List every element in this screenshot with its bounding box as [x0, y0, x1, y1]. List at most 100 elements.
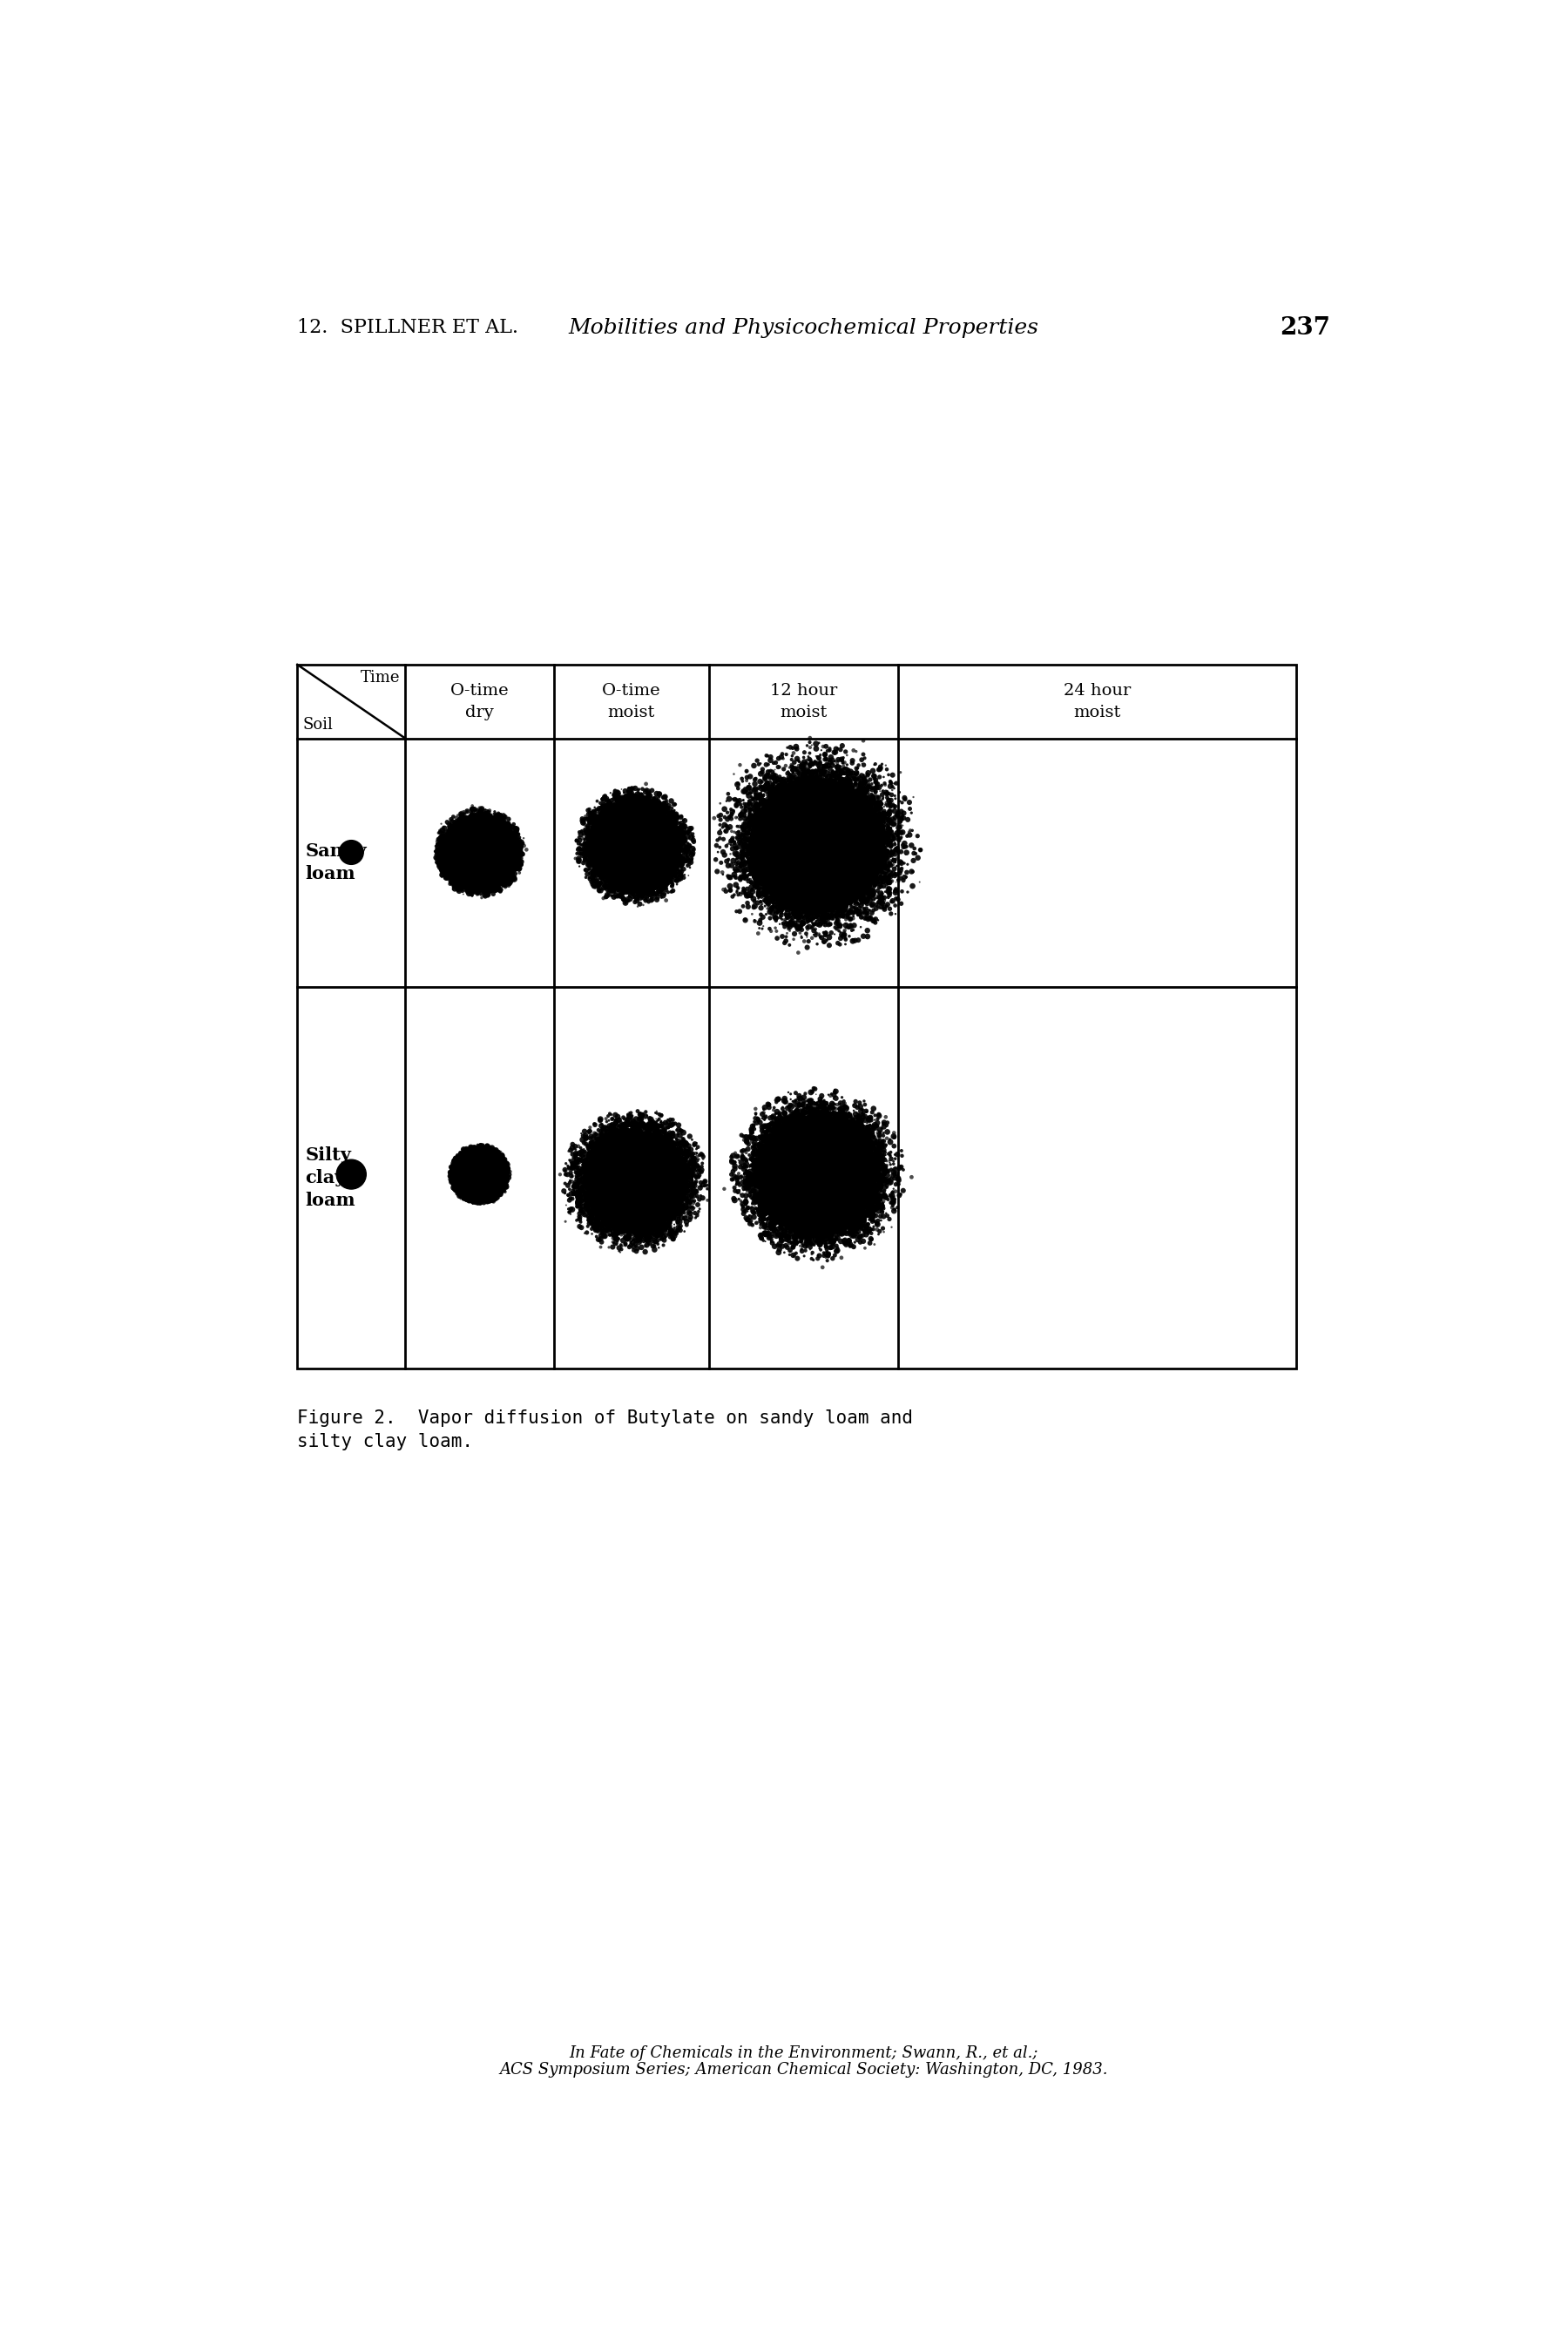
Point	[466, 1181, 491, 1218]
Point	[445, 1160, 470, 1197]
Point	[489, 851, 514, 889]
Point	[858, 1221, 883, 1258]
Point	[775, 1204, 800, 1242]
Point	[500, 823, 525, 861]
Point	[444, 1160, 469, 1197]
Point	[814, 1204, 839, 1242]
Point	[757, 1171, 782, 1209]
Point	[502, 830, 527, 868]
Point	[655, 1131, 681, 1169]
Point	[478, 1176, 503, 1214]
Point	[439, 837, 464, 875]
Point	[757, 1202, 782, 1240]
Point	[659, 833, 684, 870]
Point	[809, 1089, 834, 1127]
Point	[800, 1204, 825, 1242]
Point	[779, 781, 804, 818]
Point	[555, 1167, 580, 1204]
Point	[665, 833, 690, 870]
Point	[630, 875, 655, 913]
Point	[488, 1157, 513, 1195]
Point	[743, 760, 768, 797]
Point	[834, 880, 859, 917]
Point	[789, 774, 814, 811]
Point	[622, 788, 648, 826]
Point	[489, 1145, 514, 1183]
Point	[474, 804, 499, 842]
Point	[459, 1138, 485, 1176]
Point	[673, 1150, 698, 1188]
Point	[626, 793, 651, 830]
Point	[470, 858, 495, 896]
Point	[463, 1136, 488, 1174]
Point	[822, 1200, 847, 1237]
Point	[593, 1197, 618, 1235]
Point	[607, 779, 632, 816]
Point	[778, 1115, 803, 1152]
Point	[789, 1202, 814, 1240]
Point	[485, 1176, 510, 1214]
Point	[853, 889, 878, 927]
Point	[444, 1157, 469, 1195]
Point	[445, 856, 470, 894]
Point	[742, 807, 767, 844]
Point	[850, 1131, 875, 1169]
Point	[834, 1101, 859, 1138]
Point	[597, 802, 622, 840]
Point	[861, 861, 886, 898]
Point	[792, 1209, 817, 1247]
Point	[478, 1169, 503, 1207]
Point	[434, 849, 459, 887]
Point	[635, 779, 660, 816]
Point	[455, 804, 480, 842]
Point	[434, 837, 459, 875]
Point	[831, 870, 856, 908]
Point	[829, 1240, 855, 1277]
Point	[782, 1108, 808, 1145]
Point	[489, 1160, 514, 1197]
Point	[782, 1103, 808, 1141]
Point	[486, 1162, 511, 1200]
Point	[483, 861, 508, 898]
Point	[480, 863, 505, 901]
Point	[447, 809, 472, 847]
Point	[654, 823, 679, 861]
Point	[436, 821, 461, 858]
Point	[817, 882, 842, 920]
Point	[823, 1103, 848, 1141]
Point	[754, 1145, 779, 1183]
Point	[668, 840, 693, 877]
Point	[590, 1178, 615, 1216]
Point	[637, 863, 662, 901]
Point	[887, 849, 913, 887]
Point	[662, 844, 687, 882]
Point	[789, 1204, 814, 1242]
Point	[844, 1174, 869, 1211]
Point	[436, 833, 461, 870]
Point	[486, 1176, 511, 1214]
Point	[491, 842, 516, 880]
Point	[500, 826, 525, 863]
Point	[740, 840, 765, 877]
Point	[485, 811, 510, 849]
Point	[480, 1174, 505, 1211]
Point	[444, 1150, 469, 1188]
Point	[444, 840, 469, 877]
Point	[580, 1197, 605, 1235]
Point	[488, 1164, 513, 1202]
Point	[681, 1138, 706, 1176]
Point	[836, 1207, 861, 1244]
Point	[485, 854, 510, 891]
Point	[778, 788, 803, 826]
Point	[439, 811, 464, 849]
Point	[784, 1098, 809, 1136]
Point	[632, 1108, 657, 1145]
Point	[673, 1157, 698, 1195]
Point	[751, 1148, 776, 1185]
Point	[448, 1157, 474, 1195]
Point	[459, 1181, 485, 1218]
Point	[630, 795, 655, 833]
Point	[491, 1145, 516, 1183]
Point	[472, 1174, 497, 1211]
Point	[486, 858, 511, 896]
